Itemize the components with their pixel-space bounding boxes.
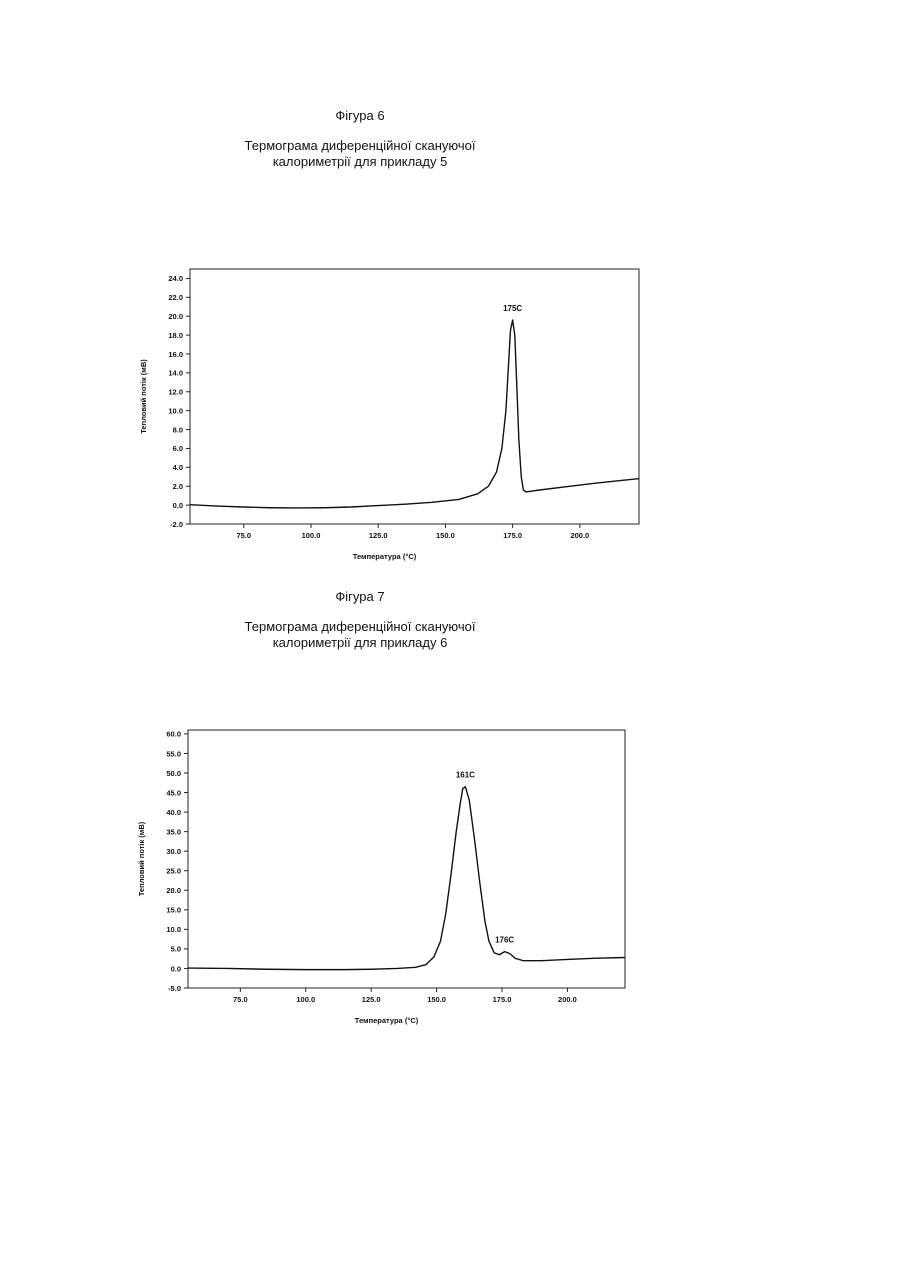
y-tick-label: 40.0 [166,808,181,817]
y-tick-label: 24.0 [168,274,183,283]
x-tick-label: 100.0 [296,995,315,1004]
y-tick-label: 15.0 [166,906,181,915]
dsc-curve [190,320,639,508]
x-axis-title: Температура (°C) [353,552,417,561]
y-tick-label: 22.0 [168,293,183,302]
y-tick-label: -5.0 [168,984,181,993]
y-tick-label: 16.0 [168,350,183,359]
x-tick-label: 75.0 [236,531,251,540]
y-tick-label: 10.0 [166,925,181,934]
plot-frame [188,730,625,988]
y-tick-label: 5.0 [171,945,181,954]
y-tick-label: 18.0 [168,331,183,340]
y-axis-title: Тепловий потік (мВ) [137,821,146,896]
y-axis-title: Тепловий потік (мВ) [139,359,148,434]
peak-label: 176C [495,936,514,945]
x-tick-label: 125.0 [369,531,388,540]
y-tick-label: 20.0 [168,312,183,321]
y-tick-label: 35.0 [166,827,181,836]
y-tick-label: 45.0 [166,788,181,797]
y-tick-label: 25.0 [166,867,181,876]
x-tick-label: 100.0 [302,531,321,540]
dsc-curve [188,787,625,970]
x-tick-label: 75.0 [233,995,248,1004]
y-tick-label: -2.0 [170,520,183,529]
y-tick-label: 2.0 [173,482,183,491]
x-tick-label: 150.0 [427,995,446,1004]
y-tick-label: 14.0 [168,369,183,378]
x-tick-label: 200.0 [558,995,577,1004]
x-tick-label: 200.0 [570,531,589,540]
y-tick-label: 20.0 [166,886,181,895]
peak-label: 175C [503,304,522,313]
x-tick-label: 175.0 [493,995,512,1004]
x-tick-label: 125.0 [362,995,381,1004]
y-tick-label: 50.0 [166,769,181,778]
y-tick-label: 6.0 [173,444,183,453]
x-axis-title: Температура (°C) [355,1016,419,1025]
dsc-chart-figure-7: 75.0 100.0 125.0 150.0 175.0 200.0 -5.0 0.0 5.0 1… [137,730,625,1025]
y-tick-label: 30.0 [166,847,181,856]
y-tick-label: 12.0 [168,388,183,397]
dsc-chart-figure-6: 75.0 100.0 125.0 150.0 175.0 200.0 -2.0 0.0 2.0 4… [139,269,639,561]
y-tick-label: 0.0 [173,501,183,510]
y-tick-label: 10.0 [168,406,183,415]
y-tick-label: 60.0 [166,730,181,739]
y-tick-label: 8.0 [173,425,183,434]
y-tick-label: 0.0 [171,964,181,973]
y-tick-label: 4.0 [173,463,183,472]
peak-label: 161C [456,771,475,780]
y-tick-label: 55.0 [166,749,181,758]
x-tick-label: 150.0 [436,531,455,540]
x-tick-label: 175.0 [503,531,522,540]
